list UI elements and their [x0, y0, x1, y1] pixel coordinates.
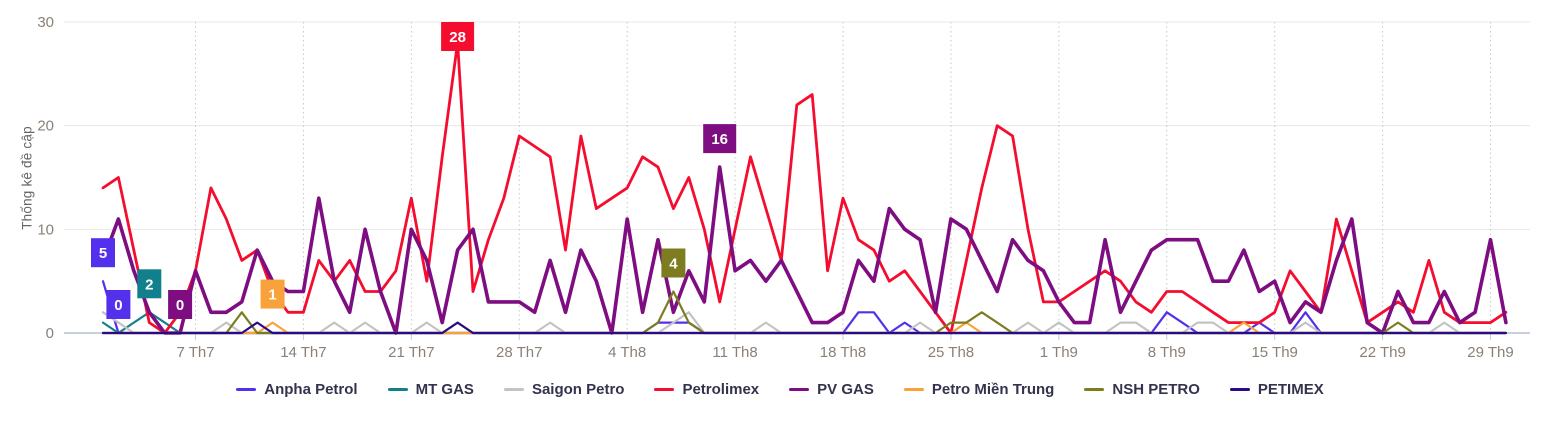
legend-item-mt-gas[interactable]: MT GAS [387, 381, 474, 398]
x-axis-tick-label: 29 Th9 [1467, 344, 1513, 361]
y-axis-tick-label: 0 [46, 325, 54, 342]
point-label-box [168, 290, 193, 319]
y-axis-tick-label: 30 [37, 14, 54, 31]
legend-item-petrolimex[interactable]: Petrolimex [654, 381, 759, 398]
legend-color-dash-icon [789, 388, 810, 391]
x-axis-tick-label: 18 Th8 [820, 344, 866, 361]
legend-color-dash-icon [1229, 388, 1250, 391]
legend-item-nsh-petro[interactable]: NSH PETRO [1084, 381, 1200, 398]
point-label-petrolimex: 28 [441, 22, 475, 51]
point-label-value: 2 [145, 276, 153, 293]
x-axis-tick-label: 11 Th8 [712, 344, 757, 361]
x-axis-tick-label: 21 Th7 [388, 344, 434, 361]
legend-item-label: MT GAS [415, 381, 474, 398]
legend-color-dash-icon [503, 388, 524, 391]
x-axis-tick-label: 22 Th9 [1359, 344, 1405, 361]
series-line-petimex[interactable] [101, 321, 1508, 335]
x-axis-tick-label: 7 Th7 [176, 344, 214, 361]
legend-item-saigon-petro[interactable]: Saigon Petro [503, 381, 625, 398]
legend-item-label: Petro Miền Trung [931, 381, 1055, 398]
y-axis-title: Thống kê đề cập [19, 126, 35, 230]
series-line-petrolimex[interactable] [101, 41, 1508, 335]
legend-item-label: Petrolimex [682, 381, 760, 398]
legend-item-label: PETIMEX [1257, 381, 1324, 398]
y-axis-tick-label: 10 [37, 221, 54, 238]
point-label-box [91, 238, 115, 268]
point-label-value: 5 [99, 245, 107, 262]
point-label-box [106, 290, 131, 319]
point-label-box [260, 279, 285, 309]
legend-item-label: PV GAS [817, 381, 874, 398]
chart-legend: Anpha Petrol MT GAS Saigon Petro Petrolimex… [0, 381, 1560, 398]
legend-item-label: Saigon Petro [531, 381, 625, 398]
legend-color-dash-icon [236, 388, 257, 391]
point-label-value: 0 [114, 297, 122, 314]
point-label-value: 0 [176, 297, 184, 314]
legend-item-label: Anpha Petrol [264, 381, 358, 398]
x-axis-tick-label: 1 Th9 [1040, 344, 1078, 361]
legend-item-petimex[interactable]: PETIMEX [1229, 381, 1324, 398]
legend-color-dash-icon [1084, 388, 1105, 391]
point-label-value: 16 [711, 131, 728, 148]
point-label-box [661, 248, 686, 278]
point-label-value: 1 [268, 287, 276, 304]
legend-color-dash-icon [387, 388, 408, 391]
y-axis-tick-label: 20 [37, 118, 54, 135]
point-label-nsh-petro: 4 [661, 248, 686, 278]
series-line-pv-gas[interactable] [101, 165, 1508, 335]
point-label-box [441, 22, 475, 51]
legend-item-pv-gas[interactable]: PV GAS [789, 381, 874, 398]
legend-color-dash-icon [654, 388, 675, 391]
legend-item-anpha-petrol[interactable]: Anpha Petrol [236, 381, 358, 398]
point-label-pv-gas: 16 [703, 124, 737, 154]
x-axis-tick-label: 4 Th8 [608, 344, 646, 361]
point-label-box [137, 269, 162, 299]
legend-item-label: NSH PETRO [1112, 381, 1200, 398]
point-label-pv-gas: 0 [168, 290, 193, 319]
chart-plot-area: 7 Th7 14 Th7 21 Th7 28 Th7 4 Th8 11 Th8 18 Th8… [37, 14, 1530, 361]
legend-color-dash-icon [903, 388, 924, 391]
point-label-petro-mien-trung: 1 [260, 279, 285, 309]
point-label-value: 4 [669, 256, 678, 273]
x-axis-tick-label: 14 Th7 [280, 344, 326, 361]
point-label-anpha-petrol: 0 [106, 290, 131, 319]
point-label-box [703, 124, 737, 154]
legend-item-petro-mien-trung[interactable]: Petro Miền Trung [903, 381, 1055, 398]
x-axis-tick-label: 15 Th9 [1251, 344, 1297, 361]
point-label-mt-gas: 2 [137, 269, 162, 299]
x-axis-tick-label: 8 Th9 [1148, 344, 1186, 361]
x-axis-tick-label: 25 Th8 [928, 344, 974, 361]
point-label-value: 28 [449, 29, 466, 46]
x-axis-tick-label: 28 Th7 [496, 344, 542, 361]
point-label-anpha-petrol: 5 [91, 238, 115, 268]
